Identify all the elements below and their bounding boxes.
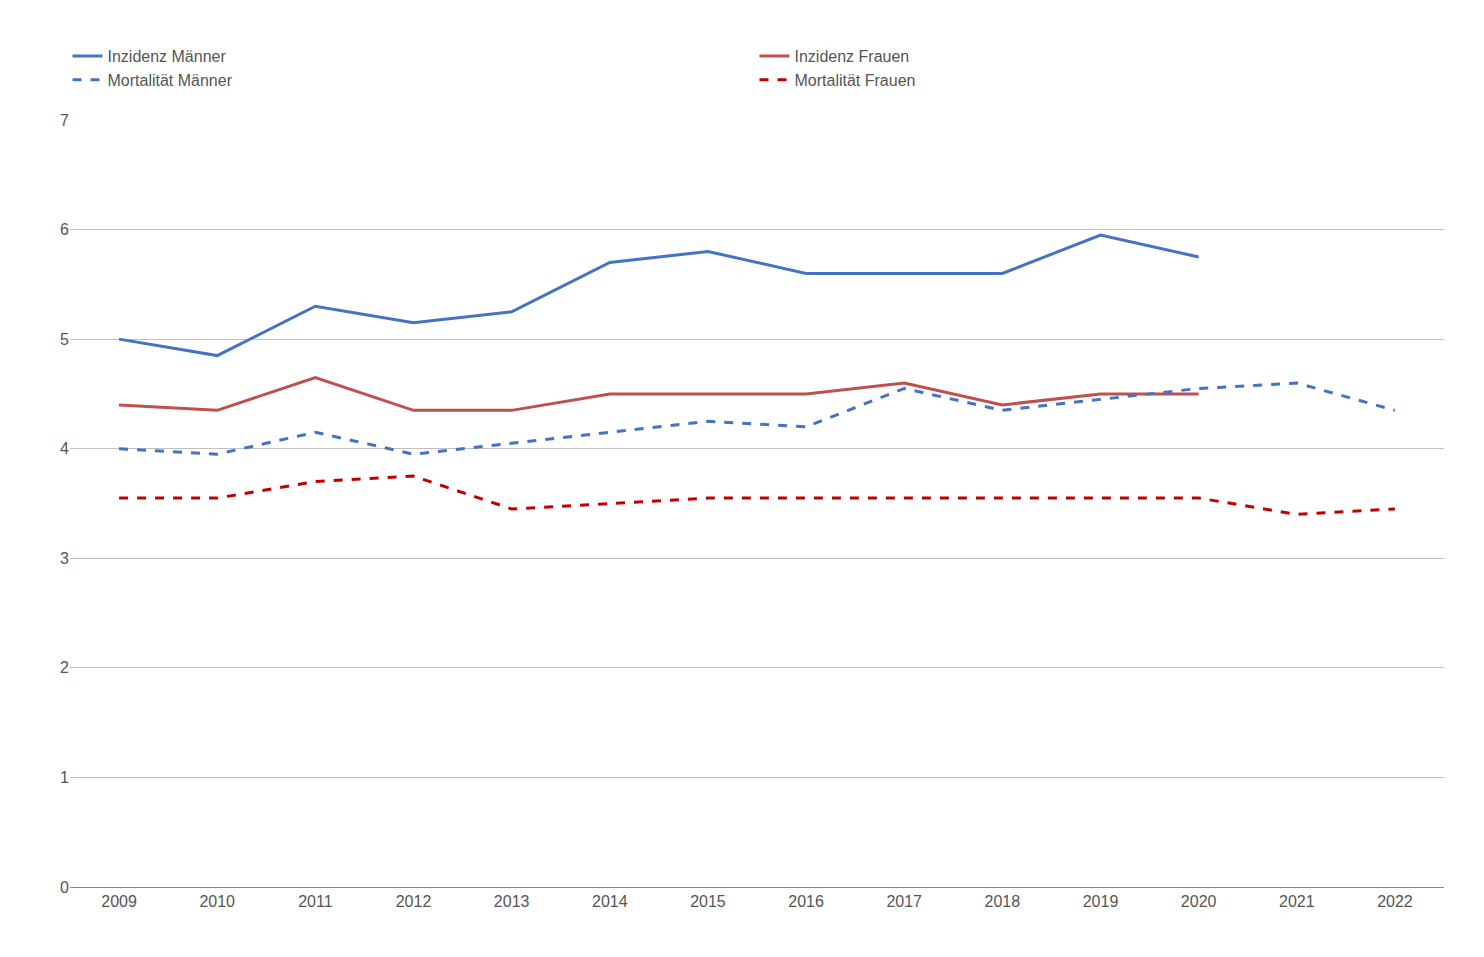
svg-text:2018: 2018 — [985, 893, 1021, 910]
svg-text:2022: 2022 — [1377, 893, 1413, 910]
svg-text:5: 5 — [60, 331, 69, 348]
svg-text:0: 0 — [60, 879, 69, 896]
svg-text:7: 7 — [60, 112, 69, 129]
svg-text:6: 6 — [60, 221, 69, 238]
svg-text:2: 2 — [60, 659, 69, 676]
svg-text:4: 4 — [60, 440, 69, 457]
svg-text:2015: 2015 — [690, 893, 726, 910]
svg-text:2017: 2017 — [886, 893, 922, 910]
svg-text:Inzidenz Männer: Inzidenz Männer — [108, 48, 227, 65]
svg-text:2020: 2020 — [1181, 893, 1217, 910]
svg-text:2010: 2010 — [199, 893, 235, 910]
svg-text:2016: 2016 — [788, 893, 824, 910]
svg-text:1: 1 — [60, 769, 69, 786]
svg-text:2014: 2014 — [592, 893, 628, 910]
svg-text:Inzidenz Frauen: Inzidenz Frauen — [795, 48, 910, 65]
svg-text:2011: 2011 — [298, 893, 333, 910]
svg-text:2021: 2021 — [1279, 893, 1315, 910]
svg-text:Mortalität Frauen: Mortalität Frauen — [795, 72, 916, 89]
svg-text:2012: 2012 — [396, 893, 432, 910]
svg-text:2013: 2013 — [494, 893, 530, 910]
svg-text:2019: 2019 — [1083, 893, 1119, 910]
svg-text:Mortalität Männer: Mortalität Männer — [108, 72, 233, 89]
svg-text:2009: 2009 — [101, 893, 137, 910]
svg-text:3: 3 — [60, 550, 69, 567]
